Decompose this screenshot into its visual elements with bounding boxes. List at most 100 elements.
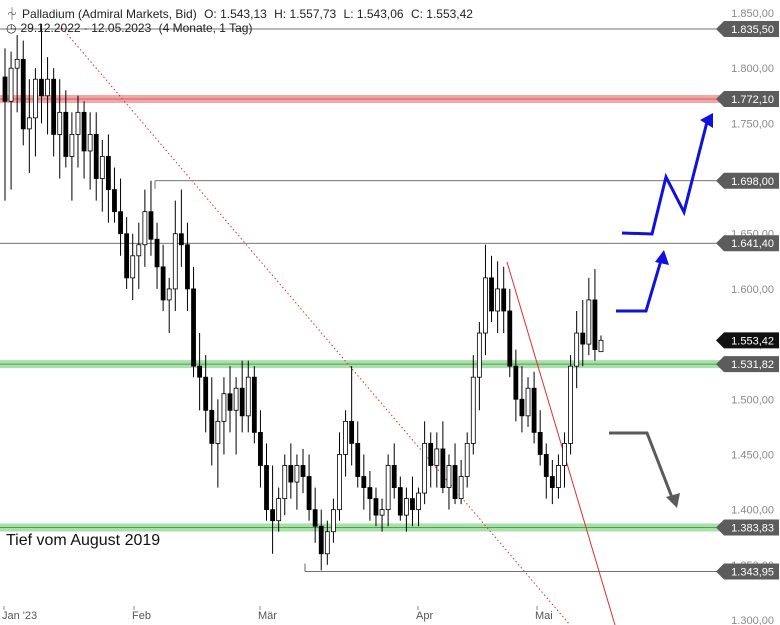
candle-body: [531, 387, 537, 433]
candle-body: [160, 266, 166, 301]
candle-body: [586, 299, 592, 345]
price-tag-label: 1.383,83: [731, 522, 774, 534]
candle-body: [318, 525, 324, 555]
candle-body: [446, 465, 452, 488]
candle-body: [379, 509, 385, 516]
candle-body: [312, 509, 318, 527]
instrument-name: Palladium (Admiral Markets, Bid): [22, 7, 197, 21]
candle-body: [355, 443, 361, 477]
candle-body: [251, 376, 257, 433]
y-axis-tick-label: 1.500,00: [731, 394, 774, 406]
x-axis-tick-label: Apr: [416, 610, 433, 622]
candle-body: [373, 498, 379, 516]
annotation-low-august-2019: Tief vom August 2019: [6, 532, 160, 549]
x-axis-tick-label: Jan '23: [2, 610, 37, 622]
candle-body: [264, 465, 269, 511]
gray-arrowhead-icon: [666, 493, 680, 508]
candle-body: [258, 431, 263, 466]
candle-body: [306, 476, 312, 511]
candle-body: [209, 409, 215, 444]
blue-arrowhead-lower-icon: [655, 250, 669, 265]
candle-body: [476, 332, 482, 378]
candle-body: [464, 443, 470, 477]
candle-body: [556, 465, 561, 488]
blue-arrowhead-upper-icon: [700, 113, 713, 128]
candle-body: [93, 133, 99, 179]
candle-body: [294, 465, 300, 483]
candle-body: [513, 365, 519, 400]
price-tag-label: 1.531,82: [731, 359, 774, 371]
candle-body: [63, 111, 69, 157]
price-tag-label: 1.641,40: [731, 238, 774, 250]
candle-body: [519, 398, 525, 417]
candle-body: [45, 78, 50, 97]
candle-body: [501, 288, 507, 312]
blue-scenario-arrow-lower: [616, 256, 664, 313]
y-axis-tick-label: 1.750,00: [731, 118, 774, 130]
candle-body: [343, 420, 348, 455]
candle-body: [215, 420, 221, 444]
candle-body: [154, 238, 160, 268]
candle-body: [51, 78, 57, 135]
candle-body: [81, 111, 87, 152]
candle-body: [537, 431, 543, 455]
candle-body: [239, 387, 245, 417]
price-tag-label: 1.835,50: [731, 24, 774, 36]
candle-body: [470, 376, 476, 444]
candle-body: [87, 133, 93, 152]
candle-body: [385, 465, 391, 511]
candle-body: [300, 465, 306, 477]
price-tag: [716, 21, 779, 38]
candle-body: [33, 78, 38, 119]
open-value: O: 1.543,13: [204, 7, 267, 21]
candle-body: [367, 487, 373, 499]
candle-body: [403, 498, 409, 516]
candle-body: [525, 387, 531, 417]
high-value: H: 1.557,73: [274, 7, 337, 21]
period-label: (4 Monate, 1 Tag): [158, 21, 253, 35]
price-tag-label: 1.698,00: [731, 176, 774, 188]
candle-body: [483, 277, 488, 334]
date-range: 29.12.2022 - 12.05.2023: [20, 21, 152, 35]
candle-body: [185, 244, 190, 290]
candle-body: [105, 156, 111, 190]
candle-body: [288, 465, 294, 483]
candle-body: [57, 111, 63, 135]
candle-body: [142, 211, 148, 246]
price-tag-label: 1.343,95: [731, 566, 774, 578]
candle-body: [434, 448, 440, 466]
price-tag: [716, 332, 779, 349]
candle-body: [245, 376, 251, 417]
price-tag: [716, 90, 779, 107]
candle-body: [178, 233, 184, 246]
price-tag: [716, 356, 779, 373]
y-axis-tick-label: 1.800,00: [731, 63, 774, 75]
candle-body: [112, 189, 117, 213]
x-axis-tick-label: Mai: [535, 610, 553, 622]
candle-body: [410, 498, 415, 511]
candle-body: [227, 393, 233, 411]
candle-body: [562, 443, 567, 466]
candle-body: [592, 299, 598, 351]
candle-body: [2, 76, 8, 102]
candle-body: [148, 211, 154, 240]
candle-body: [270, 509, 275, 522]
y-axis-tick-label: 1.400,00: [731, 505, 774, 517]
candle-body: [14, 58, 20, 69]
x-axis-tick-label: Mär: [258, 610, 277, 622]
candle-body: [391, 465, 397, 488]
y-axis-tick-label: 1.300,00: [731, 615, 774, 625]
clock-icon: ◷: [6, 21, 17, 35]
candle-body: [203, 376, 209, 411]
candle-body: [172, 233, 178, 290]
candle-body: [282, 465, 288, 499]
price-tag: [716, 563, 779, 580]
candle-body: [543, 454, 549, 477]
header-line-2: ◷ 29.12.2022 - 12.05.2023 (4 Monate, 1 Ta…: [6, 21, 256, 35]
candle-body: [349, 420, 355, 444]
candle-body: [20, 58, 26, 130]
price-tag-label: 1.553,42: [731, 335, 774, 347]
candle-body: [568, 365, 573, 444]
candle-body: [191, 288, 196, 367]
